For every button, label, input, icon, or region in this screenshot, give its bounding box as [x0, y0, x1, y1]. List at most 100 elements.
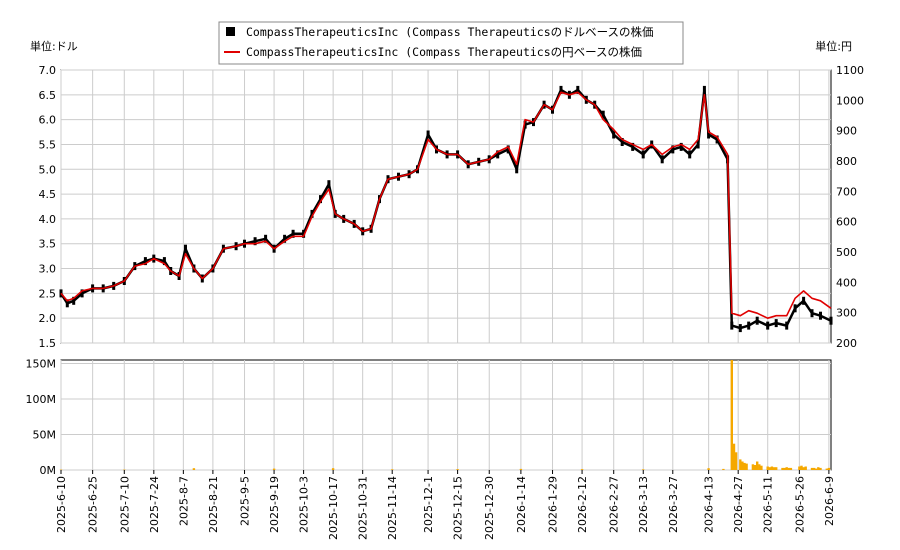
usd-price-candle [319, 195, 322, 204]
volume-bar [192, 468, 196, 470]
price-right-ticks: 200 300 400 500 600 700 800 900 1000 1100 [836, 64, 864, 350]
volume-bar [758, 464, 761, 470]
volume-bar [519, 468, 523, 470]
price-plot-area [60, 69, 832, 344]
x-tick-label: 2025-10-3 [298, 476, 311, 533]
usd-price-candle [715, 135, 719, 144]
x-tick-label: 2025-7-10 [118, 476, 131, 533]
volume-bar [781, 467, 784, 470]
volume-bar [391, 469, 394, 470]
volume-bar [827, 467, 831, 470]
usd-price-candle [496, 150, 500, 159]
x-tick-label: 2025-12-1 [422, 476, 435, 533]
usd-price-candle [426, 130, 430, 139]
volume-bar [815, 468, 818, 470]
right-tick-label: 300 [836, 307, 857, 320]
x-tick-label: 2025-10-17 [327, 476, 340, 540]
x-tick-label: 2026-4-27 [732, 476, 745, 533]
left-tick-label: 3.5 [39, 238, 57, 251]
usd-price-candle [184, 244, 187, 253]
usd-price-candle [65, 299, 69, 308]
usd-price-candle [283, 234, 287, 243]
volume-bar [580, 469, 584, 470]
volume-grid [60, 360, 831, 471]
volume-bar [59, 469, 63, 471]
volume-bar [789, 467, 793, 470]
x-tick-label: 2025-7-24 [148, 476, 161, 533]
volume-bar [331, 468, 335, 470]
volume-bar [722, 468, 725, 470]
right-tick-label: 200 [836, 337, 857, 350]
volume-bar [800, 465, 803, 470]
volume-bar [730, 360, 733, 470]
x-tick-label: 2026-6-9 [823, 476, 836, 526]
x-tick-label: 2026-3-13 [637, 476, 650, 533]
x-tick-label: 2025-8-7 [177, 476, 190, 526]
volume-plot-area [60, 359, 832, 471]
volume-bar [734, 452, 738, 470]
right-tick-label: 700 [836, 185, 857, 198]
right-axis-unit: 単位:円 [815, 39, 852, 53]
volume-bar [819, 467, 822, 470]
volume-bar [745, 463, 748, 470]
price-left-ticks: 1.5 2.0 2.5 3.0 3.5 4.0 4.5 5.0 5.5 6.0 6.5 7.0 [39, 64, 57, 350]
volume-bar [739, 459, 742, 470]
usd-price-candle [671, 145, 675, 154]
volume-bar [787, 467, 790, 470]
usd-price-candle [253, 237, 257, 246]
legend: CompassTherapeuticsInc (Compass Therapeu… [218, 21, 684, 65]
usd-price-candle [810, 309, 814, 318]
x-tick-label: 2026-1-14 [515, 476, 528, 533]
usd-price-candle [523, 120, 527, 129]
x-tick-label: 2025-9-5 [239, 476, 252, 526]
left-tick-label: 5.0 [39, 163, 57, 176]
volume-bar [817, 467, 820, 470]
usd-price-candle [730, 321, 734, 330]
usd-price-candle [774, 319, 778, 328]
x-tick-label: 2025-8-21 [207, 476, 220, 533]
usd-price-candle [755, 316, 759, 325]
volume-bar [766, 466, 769, 470]
volume-tick-label: 100M [26, 393, 57, 406]
usd-price-candle [264, 234, 268, 243]
right-tick-label: 600 [836, 216, 857, 229]
usd-price-candle [559, 85, 563, 94]
volume-bar [785, 467, 788, 470]
price-series [59, 85, 833, 333]
volume-bar [753, 465, 757, 470]
volume-bar [810, 467, 814, 470]
usd-price-candle [747, 321, 751, 330]
x-tick-label: 2025-10-31 [357, 476, 370, 540]
usd-price-candle [143, 257, 147, 266]
usd-price-candle [707, 130, 711, 139]
x-axis-ticks: 2025-6-10 2025-6-25 2025-7-10 2025-7-24 2025… [55, 470, 836, 540]
left-tick-label: 3.0 [39, 263, 57, 276]
x-tick-label: 2025-6-10 [55, 476, 68, 533]
legend-label-jpy: CompassTherapeuticsInc (Compass Therapeu… [246, 45, 642, 59]
left-tick-label: 4.5 [39, 188, 57, 201]
volume-bars [59, 360, 831, 471]
volume-bar [804, 466, 807, 470]
x-tick-label: 2026-5-26 [793, 476, 806, 533]
right-tick-label: 800 [836, 155, 857, 168]
price-grid [60, 69, 831, 344]
left-tick-label: 2.0 [39, 312, 57, 325]
usd-price-candle [738, 324, 742, 333]
volume-bar [775, 467, 778, 470]
usd-price-candle [702, 85, 706, 94]
volume-tick-label: 0M [40, 464, 57, 477]
x-tick-label: 2025-12-15 [452, 476, 465, 540]
left-tick-label: 5.5 [39, 138, 57, 151]
left-tick-label: 6.0 [39, 114, 57, 127]
volume-tick-label: 50M [33, 429, 57, 442]
volume-bar [812, 467, 816, 470]
usd-price-candle [612, 130, 616, 139]
volume-bar [756, 461, 759, 470]
volume-bar [741, 461, 744, 470]
volume-bar [802, 467, 805, 470]
left-tick-label: 1.5 [39, 337, 57, 350]
right-tick-label: 1100 [836, 64, 864, 77]
volume-bar [456, 469, 459, 470]
volume-bar [798, 466, 801, 470]
